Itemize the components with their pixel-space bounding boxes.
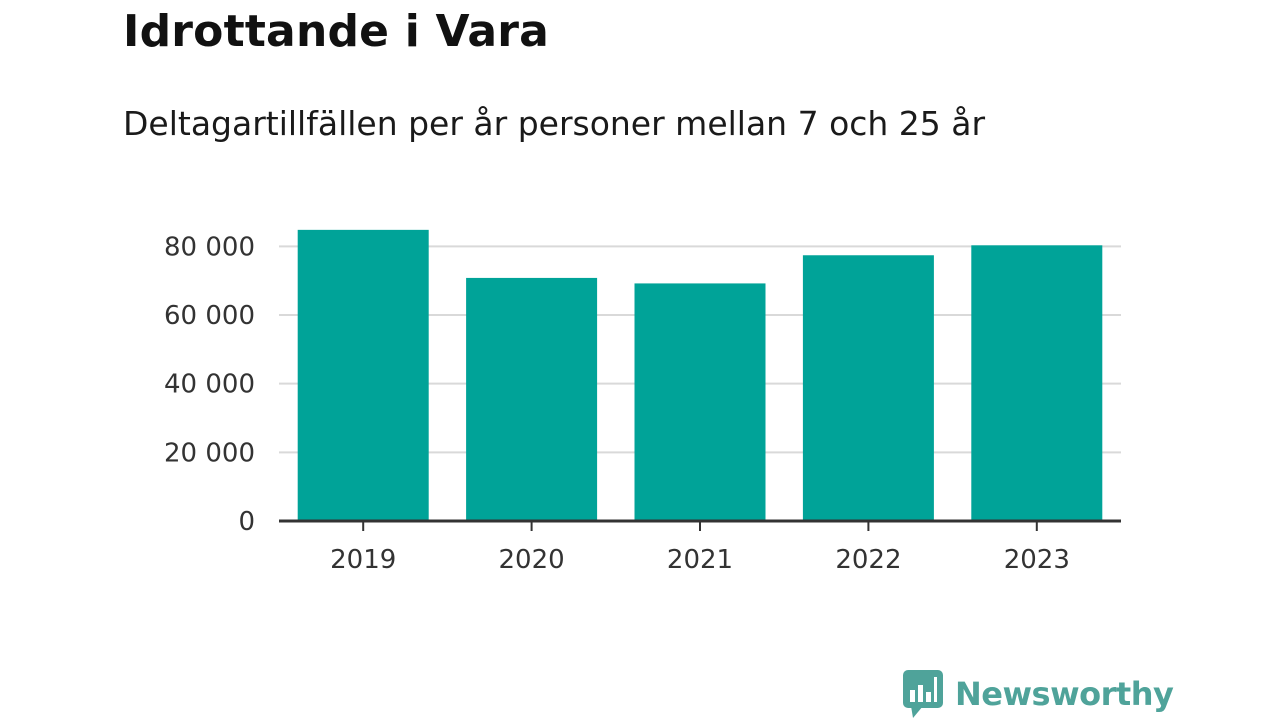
chart-title: Idrottande i Vara xyxy=(123,6,550,57)
brand-name: Newsworthy xyxy=(955,675,1174,713)
x-axis xyxy=(279,519,1121,531)
bar-2020 xyxy=(466,277,598,521)
chart-subtitle: Deltagartillfällen per år personer mella… xyxy=(123,104,986,143)
y-axis-tick-labels: 0 20 000 40 000 60 000 80 000 xyxy=(164,232,255,537)
x-tick-label: 2021 xyxy=(667,545,733,575)
bar-2021 xyxy=(634,283,766,521)
y-tick-label: 40 000 xyxy=(164,370,255,400)
y-tick-label: 20 000 xyxy=(164,438,255,468)
y-tick-label: 0 xyxy=(238,507,255,537)
newsworthy-bar-chart-icon xyxy=(903,670,943,718)
newsworthy-logo: Newsworthy xyxy=(903,670,1174,718)
x-axis-tick-labels: 2019 2020 2021 2022 2023 xyxy=(330,545,1070,575)
y-tick-label: 60 000 xyxy=(164,301,255,331)
x-tick-label: 2023 xyxy=(1004,545,1070,575)
bar-2019 xyxy=(297,229,429,521)
y-tick-label: 80 000 xyxy=(164,232,255,262)
bar-2023 xyxy=(971,245,1103,521)
bars xyxy=(297,229,1103,521)
bar-2022 xyxy=(802,255,934,521)
x-tick-label: 2022 xyxy=(835,545,901,575)
x-tick-label: 2020 xyxy=(499,545,565,575)
x-tick-label: 2019 xyxy=(330,545,396,575)
